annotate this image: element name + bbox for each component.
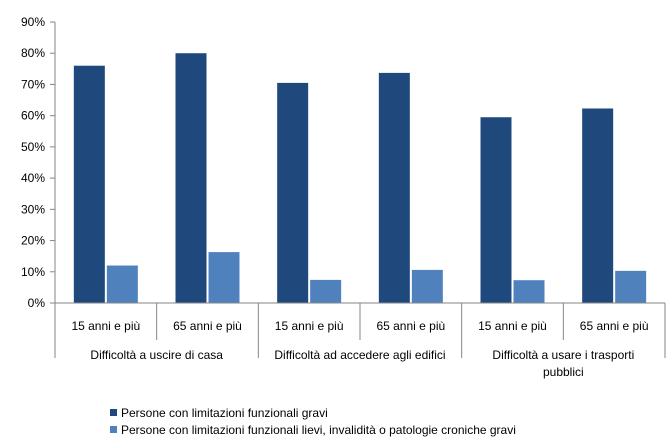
- legend-label-series-2: Persone con limitazioni funzionali lievi…: [121, 422, 516, 437]
- bar-series-1-cat-4: [378, 72, 410, 304]
- x-category-label: 15 anni e più: [71, 319, 140, 333]
- bars: [73, 53, 647, 304]
- y-tick-label: 80%: [21, 46, 45, 60]
- bar-series-1-cat-1: [73, 65, 105, 303]
- x-group-label: Difficoltà a uscire di casa: [90, 348, 223, 362]
- bar-series-2-cat-2: [208, 252, 240, 303]
- y-tick-label: 0%: [28, 296, 46, 310]
- y-tick-label: 90%: [21, 15, 45, 29]
- y-tick-label: 60%: [21, 109, 45, 123]
- x-category-label: 15 anni e più: [275, 319, 344, 333]
- x-category-label: 15 anni e più: [478, 319, 547, 333]
- bar-series-1-cat-3: [277, 82, 309, 303]
- x-axis: 15 anni e più 65 anni e più Difficoltà a u…: [54, 302, 666, 379]
- bar-series-1-cat-2: [175, 53, 207, 303]
- x-category-label: 65 anni e più: [173, 319, 242, 333]
- legend-item-series-1: Persone con limitazioni funzionali gravi: [110, 404, 516, 421]
- bar-series-2-cat-3: [310, 279, 342, 303]
- bar-series-1-cat-6: [582, 108, 614, 303]
- legend-swatch-series-1: [110, 409, 117, 416]
- legend-label-series-1: Persone con limitazioni funzionali gravi: [121, 405, 328, 420]
- x-group-label: Difficoltà a usare i trasporti: [492, 348, 634, 362]
- y-tick-label: 70%: [21, 77, 45, 91]
- y-tick-label: 50%: [21, 140, 45, 154]
- y-tick-label: 20%: [21, 234, 45, 248]
- y-axis: 0% 10% 20% 30% 40% 50% 60% 70% 80% 90%: [21, 15, 56, 310]
- x-group-label: Difficoltà ad accedere agli edifici: [274, 348, 445, 362]
- bar-series-2-cat-4: [411, 269, 443, 303]
- legend-item-series-2: Persone con limitazioni funzionali lievi…: [110, 421, 516, 438]
- bar-series-2-cat-6: [615, 270, 647, 303]
- y-tick-label: 30%: [21, 202, 45, 216]
- y-tick-label: 40%: [21, 171, 45, 185]
- bar-series-1-cat-5: [480, 117, 512, 303]
- bar-series-2-cat-5: [513, 280, 545, 303]
- x-group-label: pubblici: [543, 365, 584, 379]
- x-category-label: 65 anni e più: [376, 319, 445, 333]
- x-category-label: 65 anni e più: [580, 319, 649, 333]
- bar-series-2-cat-1: [106, 265, 138, 303]
- y-tick-label: 10%: [21, 265, 45, 279]
- legend-swatch-series-2: [110, 426, 117, 433]
- legend: Persone con limitazioni funzionali gravi…: [110, 404, 516, 438]
